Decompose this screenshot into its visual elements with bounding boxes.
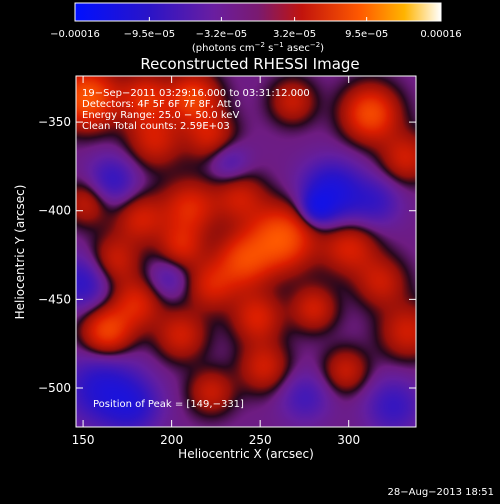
colorbar-tick-label: −0.00016: [50, 29, 100, 40]
colorbar-tick-label: −3.2e−05: [196, 29, 248, 40]
colorbar: [74, 2, 442, 22]
annotation-energy-range: Energy Range: 25.0 − 50.0 keV: [82, 110, 239, 121]
x-tick-label: 300: [337, 433, 360, 447]
colorbar-ticks: −0.00016 −9.5e−05 −3.2e−05 3.2e−05 9.5e−05 0.…: [50, 17, 462, 40]
x-tick-label: 150: [72, 433, 95, 447]
observation-annotations: 19−Sep−2011 03:29:16.000 to 03:31:12.000…: [82, 88, 310, 132]
y-axis-label: Heliocentric Y (arcsec): [13, 185, 27, 320]
plot-frame: [75, 75, 417, 428]
heatmap-image-holder: [76, 76, 416, 427]
annotation-detectors: Detectors: 4F 5F 6F 7F 8F, Att 0: [82, 99, 241, 110]
colorbar-tick-label: 0.00016: [420, 29, 461, 40]
annotation-time-range: 19−Sep−2011 03:29:16.000 to 03:31:12.000: [82, 88, 310, 99]
chart-title: Reconstructed RHESSI Image: [140, 55, 359, 73]
y-tick-label: −400: [38, 204, 71, 218]
x-tick-label: 200: [160, 433, 183, 447]
y-tick-label: −500: [38, 381, 71, 395]
colorbar-tick-label: 9.5e−05: [345, 29, 388, 40]
y-tick-label: −350: [38, 115, 71, 129]
x-tick-label: 250: [249, 433, 272, 447]
x-axis-label: Heliocentric X (arcsec): [178, 447, 314, 461]
y-tick-label: −450: [38, 292, 71, 306]
colorbar-tick-label: −9.5e−05: [124, 29, 176, 40]
plot-timestamp: 28−Aug−2013 18:51: [388, 487, 494, 498]
colorbar-unit-label: (photons cm−2 s−1 asec−2): [192, 41, 324, 54]
peak-position-label: Position of Peak = [149,−331]: [93, 399, 244, 410]
annotation-method-counts: Clean Total counts: 2.59E+03: [82, 121, 230, 132]
heatmap-image: [76, 76, 416, 427]
colorbar-tick-label: 3.2e−05: [273, 29, 316, 40]
axis-ticks: 150 200 250 300 −350 −400 −450 −500: [38, 76, 416, 447]
